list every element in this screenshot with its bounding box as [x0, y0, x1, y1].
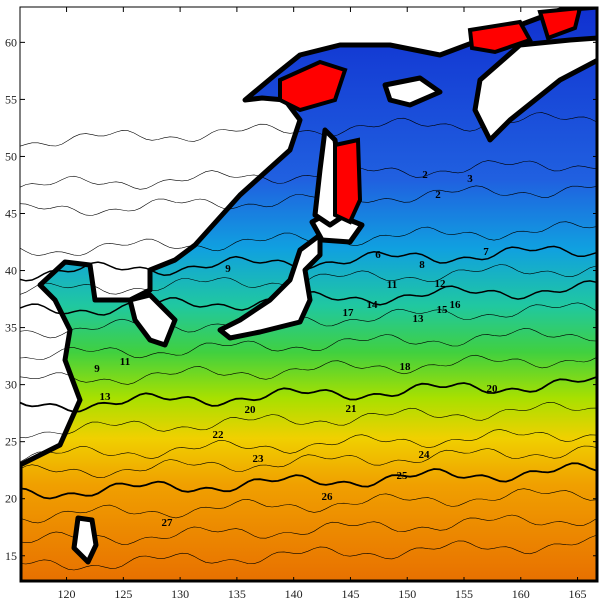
contour-label: 23 [253, 453, 265, 465]
island [382, 75, 443, 108]
x-tick-label: 165 [569, 587, 587, 601]
contour-label: 13 [413, 313, 425, 325]
ice-patch [537, 7, 583, 41]
contour-label: 18 [400, 361, 412, 373]
ice-patch [467, 19, 533, 55]
contour-line [20, 514, 597, 545]
contour-label: 20 [245, 404, 257, 416]
y-tick-label: 20 [5, 492, 17, 506]
axes: 120 125 130 135 140 145 150 155 160 1651520253035… [5, 7, 598, 601]
x-tick-label: 130 [171, 587, 189, 601]
contour-label: 26 [322, 491, 334, 503]
contour-label: 2 [435, 189, 441, 201]
contour-line [20, 221, 597, 256]
contour-label: 6 [375, 249, 381, 261]
y-tick-label: 25 [5, 435, 17, 449]
frame [19, 6, 599, 583]
x-tick-label: 155 [455, 587, 473, 601]
contour-label: 27 [162, 517, 174, 529]
korea [127, 292, 178, 348]
kamchatka [472, 35, 598, 143]
contour-label: 24 [419, 449, 431, 461]
contour-label: 9 [94, 363, 100, 375]
contour-label: 16 [450, 299, 462, 311]
x-tick-label: 140 [285, 587, 303, 601]
contour-label: 15 [437, 304, 449, 316]
contour-line [20, 354, 597, 385]
land [71, 35, 598, 565]
japan [217, 232, 323, 341]
x-tick-label: 145 [341, 587, 359, 601]
y-tick-label: 45 [5, 206, 17, 220]
ice-patch [333, 137, 363, 225]
contour-label: 8 [419, 259, 425, 271]
contour-lines [20, 112, 597, 571]
contour-label: 11 [387, 279, 397, 291]
contour-line [20, 376, 597, 413]
y-tick-label: 15 [5, 549, 17, 563]
y-tick-label: 30 [5, 378, 17, 392]
contour-line [20, 328, 597, 360]
ice [278, 7, 583, 225]
contour-label: 9 [225, 263, 231, 275]
contour-label: 3 [467, 173, 473, 185]
contour-label: 2 [422, 169, 428, 181]
contour-line [20, 185, 597, 216]
x-tick-label: 150 [398, 587, 416, 601]
contour-line [20, 445, 597, 479]
contour-label: 12 [435, 278, 447, 290]
contour-label: 11 [120, 356, 130, 368]
contour-label: 25 [397, 470, 409, 482]
contour-label: 13 [100, 391, 112, 403]
y-tick-label: 55 [5, 92, 17, 106]
contour-line [20, 429, 597, 463]
contour-line [20, 462, 597, 500]
contour-label: 21 [346, 403, 357, 415]
taiwan [71, 515, 99, 565]
contour-line [20, 488, 597, 524]
y-tick-label: 60 [5, 35, 17, 49]
contour-label: 17 [343, 307, 355, 319]
contour-line [20, 535, 597, 571]
x-tick-label: 160 [512, 587, 530, 601]
contour-label: 7 [483, 246, 489, 258]
y-tick-label: 40 [5, 264, 17, 278]
ice-patch [278, 59, 348, 113]
contour-line [20, 302, 597, 339]
x-tick-label: 135 [228, 587, 246, 601]
contour-label: 20 [487, 383, 499, 395]
contour-label: 22 [213, 429, 225, 441]
y-tick-label: 50 [5, 149, 17, 163]
y-tick-label: 35 [5, 321, 17, 335]
contour-line [20, 401, 597, 439]
x-tick-label: 125 [114, 587, 132, 601]
contour-label: 14 [367, 299, 379, 311]
contour-line [20, 160, 597, 190]
x-tick-label: 120 [58, 587, 76, 601]
